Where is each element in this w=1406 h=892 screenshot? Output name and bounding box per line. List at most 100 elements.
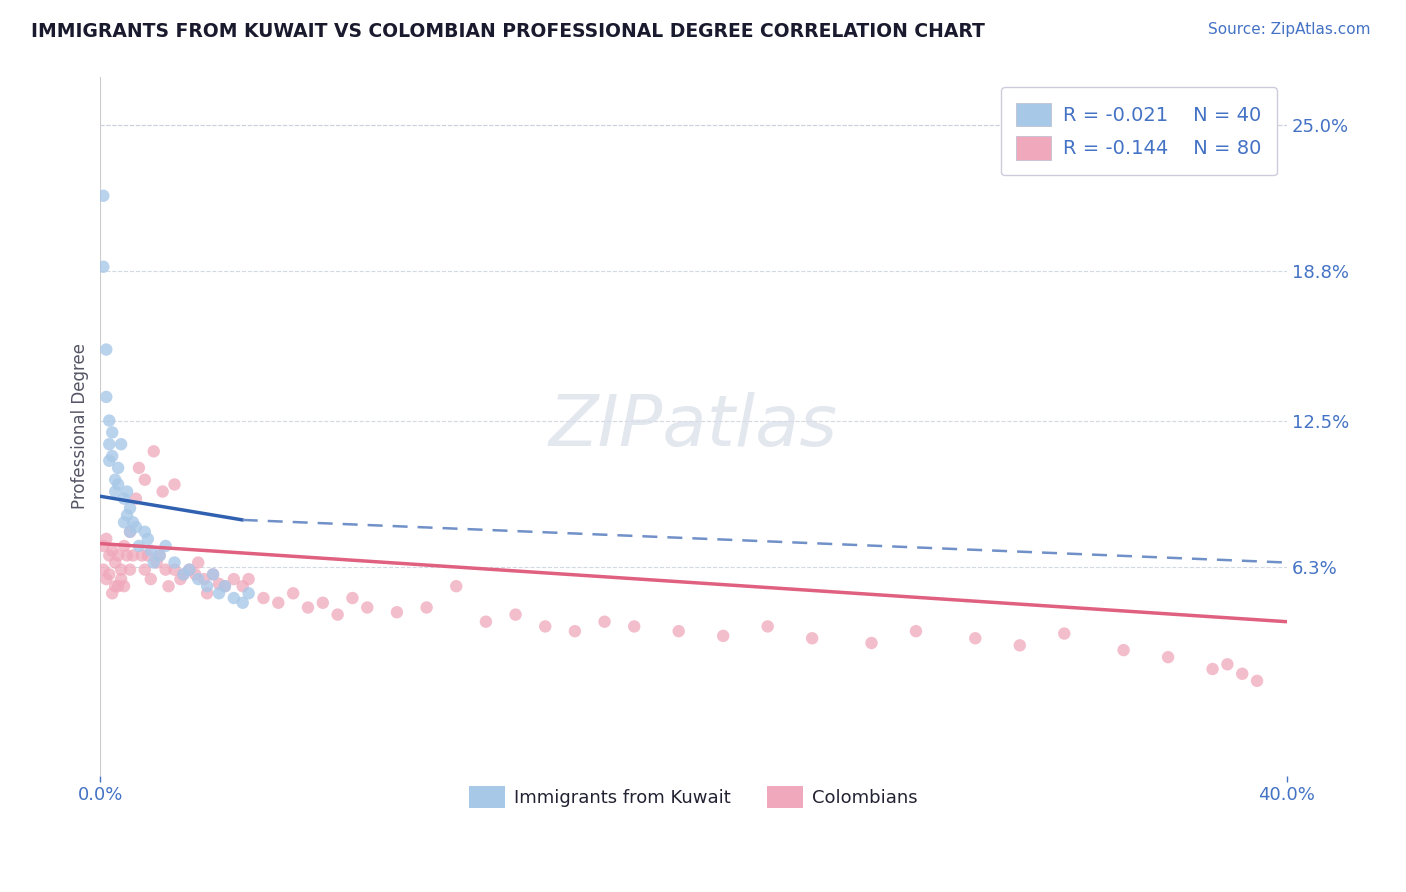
Point — [112, 539, 135, 553]
Point — [163, 556, 186, 570]
Point — [98, 567, 121, 582]
Point — [342, 591, 364, 605]
Legend: Immigrants from Kuwait, Colombians: Immigrants from Kuwait, Colombians — [463, 779, 925, 815]
Point — [238, 586, 260, 600]
Point — [1157, 650, 1180, 665]
Point — [475, 615, 498, 629]
Point — [118, 524, 141, 539]
Point — [118, 563, 141, 577]
Point — [208, 586, 231, 600]
Point — [98, 549, 121, 563]
Point — [104, 473, 127, 487]
Point — [139, 543, 162, 558]
Point — [214, 579, 236, 593]
Point — [91, 188, 114, 202]
Point — [312, 596, 335, 610]
Point — [163, 563, 186, 577]
Point — [142, 556, 165, 570]
Point — [112, 491, 135, 506]
Point — [172, 567, 194, 582]
Point — [179, 563, 201, 577]
Point — [128, 461, 150, 475]
Point — [112, 516, 135, 530]
Point — [1201, 662, 1223, 676]
Point — [136, 549, 159, 563]
Point — [139, 572, 162, 586]
Point — [169, 572, 191, 586]
Point — [107, 477, 129, 491]
Point — [115, 549, 138, 563]
Point — [202, 567, 225, 582]
Point — [136, 532, 159, 546]
Point — [107, 549, 129, 563]
Point — [110, 437, 132, 451]
Point — [208, 577, 231, 591]
Point — [356, 600, 378, 615]
Point — [385, 605, 408, 619]
Point — [112, 579, 135, 593]
Point — [1216, 657, 1239, 672]
Point — [122, 516, 145, 530]
Point — [104, 484, 127, 499]
Point — [155, 539, 177, 553]
Point — [125, 491, 148, 506]
Point — [91, 563, 114, 577]
Point — [187, 556, 209, 570]
Point — [155, 563, 177, 577]
Point — [96, 572, 118, 586]
Point — [1246, 673, 1268, 688]
Point — [202, 567, 225, 582]
Point — [195, 586, 218, 600]
Point — [118, 524, 141, 539]
Point — [193, 572, 215, 586]
Point — [98, 454, 121, 468]
Point — [101, 543, 124, 558]
Text: Source: ZipAtlas.com: Source: ZipAtlas.com — [1208, 22, 1371, 37]
Point — [91, 260, 114, 274]
Point — [297, 600, 319, 615]
Point — [134, 524, 156, 539]
Point — [101, 425, 124, 440]
Point — [110, 572, 132, 586]
Point — [232, 596, 254, 610]
Point — [134, 563, 156, 577]
Point — [415, 600, 437, 615]
Point — [904, 624, 927, 639]
Point — [104, 556, 127, 570]
Point — [107, 461, 129, 475]
Point — [756, 619, 779, 633]
Point — [668, 624, 690, 639]
Point — [118, 501, 141, 516]
Point — [134, 473, 156, 487]
Point — [711, 629, 734, 643]
Point — [187, 572, 209, 586]
Point — [172, 567, 194, 582]
Point — [110, 563, 132, 577]
Point — [145, 556, 167, 570]
Point — [267, 596, 290, 610]
Point — [131, 549, 153, 563]
Point — [965, 632, 987, 646]
Point — [115, 484, 138, 499]
Point — [801, 632, 824, 646]
Point — [222, 591, 245, 605]
Point — [96, 390, 118, 404]
Point — [184, 567, 207, 582]
Point — [128, 539, 150, 553]
Point — [534, 619, 557, 633]
Point — [101, 586, 124, 600]
Point — [96, 532, 118, 546]
Point — [163, 477, 186, 491]
Point — [326, 607, 349, 622]
Y-axis label: Professional Degree: Professional Degree — [72, 343, 89, 509]
Point — [149, 549, 172, 563]
Text: ZIPatlas: ZIPatlas — [548, 392, 838, 461]
Point — [125, 520, 148, 534]
Point — [222, 572, 245, 586]
Point — [1008, 638, 1031, 652]
Point — [1053, 626, 1076, 640]
Point — [1112, 643, 1135, 657]
Point — [96, 343, 118, 357]
Point — [104, 579, 127, 593]
Point — [281, 586, 304, 600]
